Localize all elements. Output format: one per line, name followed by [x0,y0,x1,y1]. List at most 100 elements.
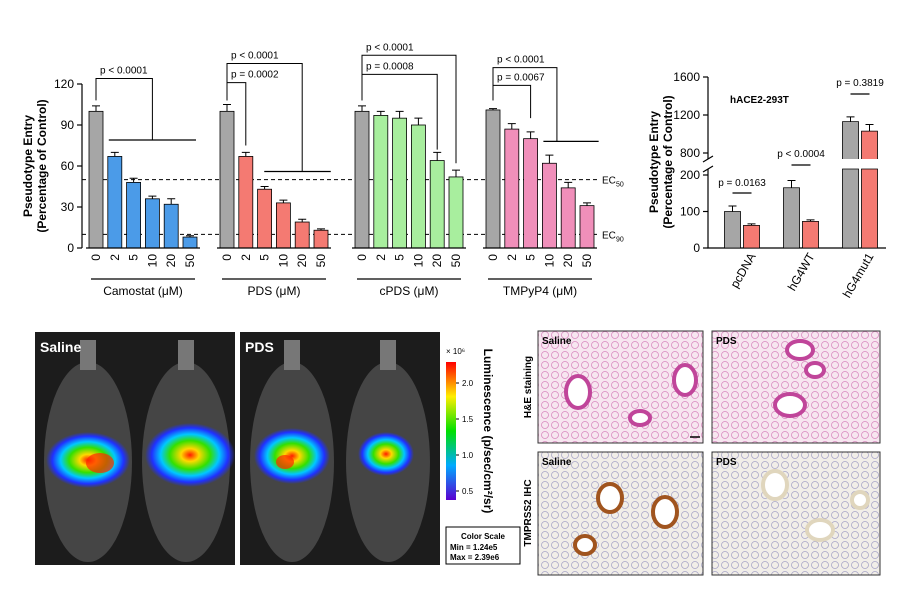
error-bar [526,131,535,139]
bar [724,211,741,249]
significance-bracket [226,82,247,146]
colorbar-tick-label: 0.5 [462,487,474,496]
bar [238,156,254,249]
bar [542,162,557,249]
p-value: p = 0.3819 [836,78,884,89]
error-bar [110,151,119,157]
y-axis-label: (Percentage of Control) [661,95,675,228]
p-value: p = 0.0008 [366,61,414,72]
panel-label: Saline [542,457,572,468]
error-bar [545,154,554,164]
bar [107,156,123,249]
bar [842,121,859,249]
bar [579,205,595,249]
x-tick-label: 20 [561,254,575,268]
group-label: cPDS (μM) [380,284,439,298]
bar [448,176,464,249]
group-label: PDS (μM) [248,284,301,298]
p-value: p < 0.0001 [366,42,414,53]
y-axis-label: Pseudotype Entry [21,115,35,217]
error-bar [298,218,307,223]
colorbar [446,362,456,500]
error-bar [414,117,423,125]
colorbar-tick-label: 1.0 [462,451,474,460]
bar [861,130,878,249]
significance-bracket [492,84,532,119]
reference-label: EC [602,230,616,241]
significance-bracket [492,67,558,142]
bar [783,187,800,249]
bar [373,115,389,249]
error-bar [223,104,231,112]
bar [144,198,160,249]
row-label: H&E staining [523,356,534,418]
bar [182,236,198,249]
panel-label: PDS [716,457,737,468]
x-tick-label: 10 [542,254,556,268]
x-tick-label: 5 [127,254,141,261]
error-bar [358,105,366,112]
error-bar [395,110,404,119]
bar [410,124,426,249]
error-bar [806,219,815,222]
hace2-chart: 0 100 200 800 1200 1600 Pseudotype Entry (Perce… [647,70,886,300]
p-value: p = 0.0002 [231,70,279,81]
error-bar [489,108,497,110]
airways-stained [573,482,679,556]
bar [88,110,104,249]
bar [392,117,408,249]
significance-bracket [95,78,153,141]
error-bar [728,205,737,212]
reference-subscript: 90 [616,236,624,243]
error-bar [564,181,573,188]
x-tick-label: 50 [183,254,197,268]
error-bar [747,223,756,226]
error-bar [452,169,460,177]
bar [560,187,576,249]
airways [564,339,826,427]
bar [257,188,273,249]
panel-label: Saline [542,336,572,347]
error-bar [865,124,874,132]
error-bar [260,186,269,190]
x-tick-label: 2 [239,254,253,261]
y-tick-label: 0 [67,241,74,255]
x-tick-label: 10 [411,254,425,268]
error-bar [787,179,796,188]
x-tick-label: 5 [258,254,272,261]
x-tick-label: 50 [314,254,328,268]
x-tick-label: 20 [430,254,444,268]
y-tick-label: 60 [61,159,75,173]
x-tick-label: hG4WT [785,250,818,293]
color-scale-max: Max = 2.39e6 [450,553,500,562]
row-label: TMPRSS2 IHC [523,479,534,546]
p-value: p < 0.0001 [100,66,148,77]
colorbar-tick-label: 2.0 [462,379,474,388]
histology-panel: Saline PDS Saline PDS H&E staining TMPRS… [523,330,881,576]
p-value: p = 0.0163 [718,178,766,189]
p-value: p = 0.0067 [497,72,545,83]
bar [275,202,291,249]
y-axis-label: (Percentage of Control) [35,99,49,232]
luminescence [46,423,414,488]
axis-break [702,155,714,173]
bar [743,224,760,249]
y-tick-label: 200 [680,168,700,182]
error-bar [186,235,194,238]
bar [219,110,235,249]
bar [802,220,819,249]
panel-label: PDS [716,336,737,347]
error-bar [279,199,288,203]
y-tick-label: 90 [61,118,75,132]
x-tick-label: 0 [486,254,500,261]
bar [485,109,501,249]
airways-unstained [761,469,870,542]
error-bar [241,151,250,157]
color-scale-title: Color Scale [461,532,506,541]
x-tick-label: 0 [89,254,103,261]
x-tick-label: 0 [220,254,234,261]
bar [294,221,310,249]
x-tick-label: 20 [164,254,178,268]
chart-title: hACE2-293T [730,95,789,106]
